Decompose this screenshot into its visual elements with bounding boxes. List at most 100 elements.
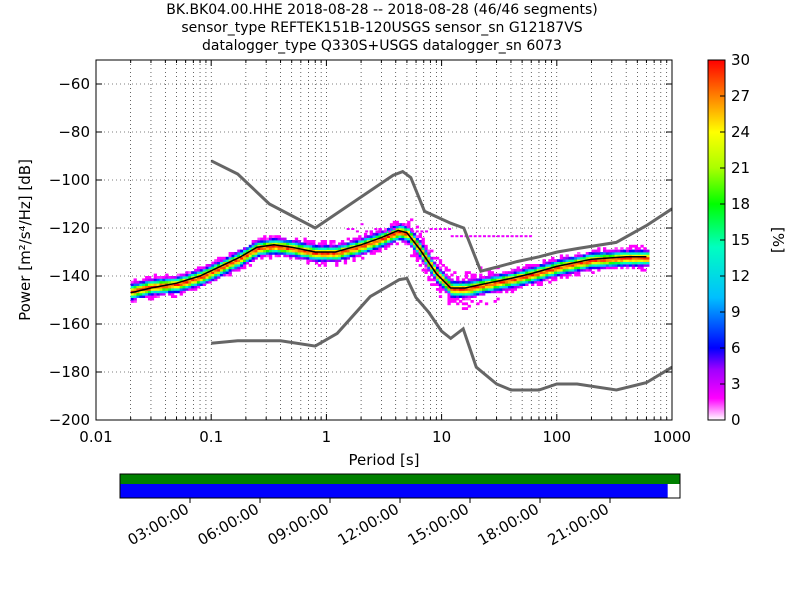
probability-cell: [643, 268, 647, 272]
probability-cell: [496, 280, 500, 284]
probability-cell: [407, 223, 411, 226]
probability-cell: [162, 290, 166, 294]
probability-cell: [556, 268, 561, 272]
probability-cell: [392, 232, 397, 236]
probability-cell: [513, 273, 517, 277]
probability-cell: [582, 256, 587, 260]
probability-cell: [386, 240, 391, 243]
probability-cell: [551, 268, 555, 272]
probability-cell: [404, 228, 408, 231]
probability-cell: [614, 266, 618, 270]
probability-cell: [568, 273, 572, 277]
probability-cell: [274, 244, 278, 248]
probability-cell: [424, 247, 428, 250]
probability-cell: [476, 278, 480, 282]
probability-cell: [176, 276, 181, 279]
probability-cell: [545, 261, 549, 265]
probability-cell: [430, 278, 434, 282]
probability-cell: [170, 285, 175, 289]
probability-cell: [291, 249, 296, 253]
probability-cell: [404, 240, 408, 243]
probability-cell: [205, 280, 209, 284]
probability-cell: [574, 259, 578, 262]
probability-cell: [398, 230, 402, 234]
probability-cell: [458, 290, 463, 294]
probability-cell: [427, 266, 431, 270]
probability-cell: [530, 276, 535, 279]
probability-cell: [424, 252, 428, 255]
probability-cell: [340, 247, 345, 250]
probability-cell: [340, 254, 345, 258]
probability-cell: [626, 266, 630, 270]
probability-cell: [323, 252, 327, 255]
probability-cell: [286, 252, 290, 255]
probability-cell: [340, 249, 345, 253]
probability-cell: [176, 278, 181, 282]
probability-cell: [467, 297, 471, 301]
probability-cell-outlier: [459, 235, 463, 238]
reference-curves: [130, 159, 672, 392]
chart-title-line-3: datalogger_type Q330S+USGS datalogger_sn…: [202, 38, 562, 54]
probability-cell: [291, 247, 296, 250]
probability-cell: [496, 285, 500, 289]
probability-cell: [476, 302, 480, 306]
probability-cell: [317, 259, 322, 262]
probability-cell: [219, 268, 224, 272]
probability-cell: [136, 285, 140, 289]
probability-cell: [482, 276, 486, 279]
probability-cell: [130, 300, 134, 303]
probability-cell: [346, 252, 350, 255]
probability-cell: [254, 256, 258, 260]
probability-cell: [510, 290, 515, 294]
colorbar-tick-label: 9: [731, 303, 741, 321]
probability-cell: [268, 254, 273, 258]
probability-cell: [343, 244, 348, 248]
colorbar-tick-label: 12: [731, 267, 750, 285]
probability-cell: [266, 249, 270, 253]
probability-cell: [424, 264, 428, 267]
probability-cell: [191, 280, 195, 284]
probability-cell: [605, 261, 610, 265]
probability-cell: [381, 230, 385, 234]
probability-cell: [395, 230, 399, 234]
probability-cell: [410, 242, 414, 246]
probability-cell: [530, 280, 535, 284]
probability-cell: [542, 278, 546, 282]
probability-cell: [286, 240, 290, 243]
probability-cell-outlier: [492, 235, 496, 238]
probability-cell: [222, 261, 227, 265]
probability-cell: [320, 256, 325, 260]
probability-cell: [407, 242, 411, 246]
probability-cell: [188, 285, 192, 289]
probability-cell: [597, 264, 601, 267]
probability-cell: [450, 288, 454, 291]
probability-cell: [214, 273, 218, 277]
probability-cell-outlier: [455, 235, 459, 238]
probability-cell: [162, 280, 166, 284]
probability-cell: [173, 285, 178, 289]
probability-cell: [300, 249, 304, 253]
probability-cell: [536, 271, 541, 274]
probability-cell: [594, 259, 598, 262]
probability-cell: [539, 280, 543, 284]
probability-cell: [533, 280, 538, 284]
probability-cell: [600, 259, 604, 262]
probability-cell: [312, 247, 316, 250]
probability-cell: [162, 288, 166, 291]
probability-cell: [464, 292, 469, 296]
probability-cell: [156, 280, 160, 284]
probability-cell: [297, 252, 301, 255]
probability-cell: [600, 261, 604, 265]
probability-cell: [591, 266, 595, 270]
probability-cell: [482, 288, 486, 291]
probability-cell: [240, 256, 244, 260]
probability-cell-outlier: [351, 228, 355, 230]
probability-cell: [608, 254, 613, 258]
probability-cell: [525, 264, 529, 267]
probability-cell: [343, 259, 348, 262]
x-tick-label: 0.01: [79, 428, 112, 446]
probability-cell: [585, 252, 589, 255]
probability-cell: [415, 259, 420, 262]
probability-cell: [202, 280, 206, 284]
probability-cell: [194, 285, 198, 289]
